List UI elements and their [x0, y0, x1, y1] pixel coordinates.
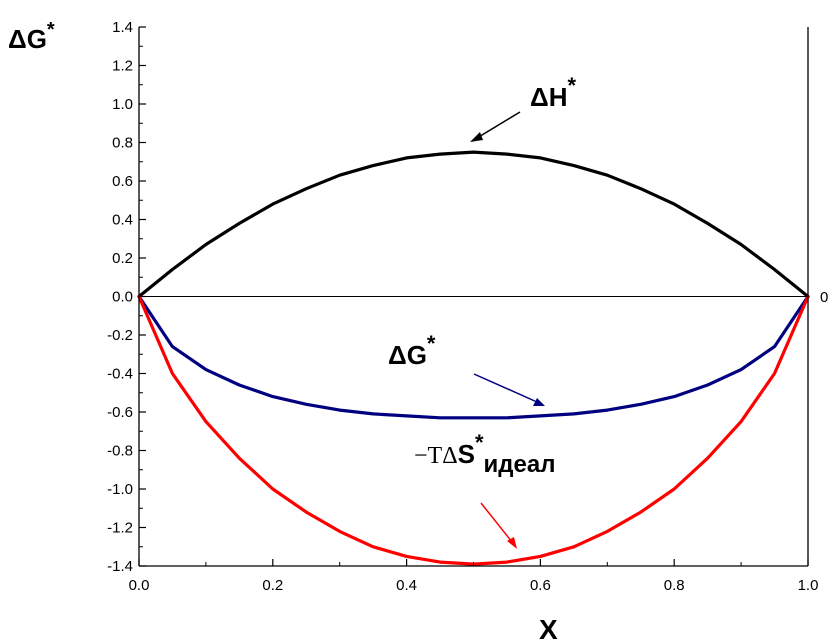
y-tick-label: -1.4 [107, 558, 133, 575]
y-tick-label: 0.0 [112, 289, 133, 306]
annotation-delta-g-arrow [473, 373, 538, 403]
y-tick-label: -0.8 [107, 443, 133, 460]
annotation-delta-g: ΔG* [388, 331, 436, 370]
y-tick-label: 0.4 [112, 212, 133, 229]
x-tick-label: 0.4 [396, 577, 417, 594]
x-tick-label: 0.2 [262, 577, 283, 594]
annotation-delta-h-arrow [476, 111, 521, 139]
annotation-delta-h: ΔH* [530, 73, 576, 112]
annotation-t-delta-s: −TΔS*идеал [414, 430, 555, 478]
y-tick-label: 0.6 [112, 173, 133, 190]
annotation-t-delta-s-arrow [480, 502, 513, 543]
y-tick-label: 0.8 [112, 135, 133, 152]
x-tick-label: 1.0 [798, 577, 819, 594]
ticks: 1.4 1.2 1.0 0.8 0.6 0.4 0.2 0.0 -0.2 -0.4 -0.6 -0.8… [107, 19, 818, 594]
series-line-1 [137, 294, 810, 420]
y-tick-label: -0.4 [107, 366, 133, 383]
y-tick-label: 1.0 [112, 96, 133, 113]
y-tick-label: -1.2 [107, 520, 133, 537]
x-tick-label: 0.8 [664, 577, 685, 594]
annotation-delta-g-arrowhead [533, 398, 545, 406]
curves [137, 150, 810, 566]
series-line-0 [137, 150, 810, 299]
y-tick-label: 1.4 [112, 19, 133, 36]
x-tick-label: 0.0 [129, 577, 150, 594]
annotation-delta-h-arrowhead [470, 132, 483, 142]
x-axis-title: X [539, 614, 558, 643]
series-line-2 [137, 294, 810, 566]
y-tick-label: 0.2 [112, 250, 133, 267]
y-axis-title: ΔG* [8, 19, 55, 54]
x-tick-label: 0.6 [530, 577, 551, 594]
y-tick-label: -0.2 [107, 327, 133, 344]
y-tick-label: -0.6 [107, 404, 133, 421]
y-tick-label: 1.2 [112, 58, 133, 75]
right-axis-zero-label: 0 [820, 289, 828, 306]
y-tick-label: -1.0 [107, 481, 133, 498]
annotation-t-delta-s-arrowhead [507, 537, 517, 549]
